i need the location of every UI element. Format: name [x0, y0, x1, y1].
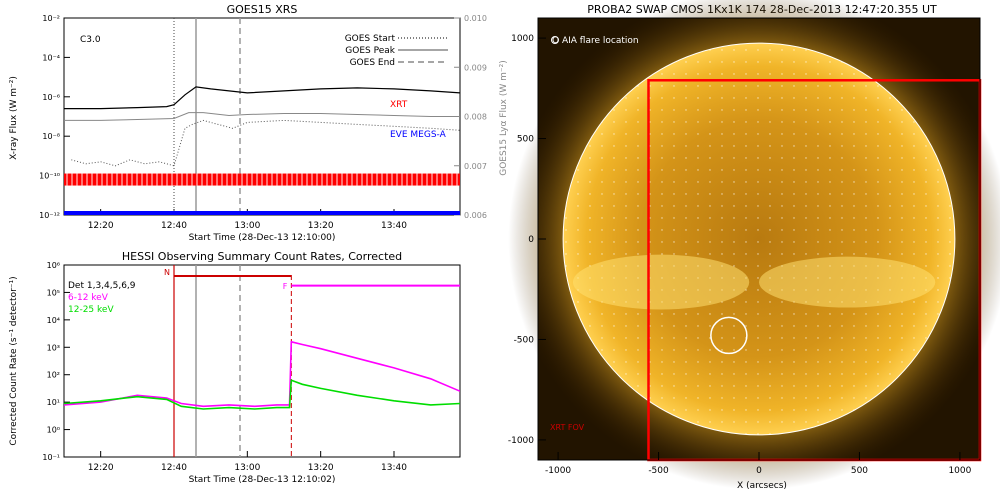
hessi-legend: Det 1,3,4,5,6,9 6-12 keV 12-25 keV	[68, 281, 136, 315]
swap-x-label: X (arcsecs)	[737, 481, 787, 491]
hessi-x-tick-label: 12:20	[88, 463, 114, 473]
hessi-title: HESSI Observing Summary Count Rates, Cor…	[122, 250, 402, 263]
hessi-y-tick-label: 10⁴	[47, 316, 60, 325]
xrt-fov-label: XRT FOV	[550, 423, 585, 432]
goes-y-right-label: GOES15 Lyα Flux (W m⁻²)	[499, 60, 509, 176]
eve-label: EVE MEGS-A	[390, 130, 447, 140]
hessi-series-line-1	[64, 340, 460, 408]
legend-12-25-kev: 12-25 keV	[68, 305, 114, 315]
swap-x-tick-label: 500	[851, 466, 868, 476]
hessi-x-tick-label: 13:00	[234, 463, 260, 473]
goes-right-y-tick-label: 0.009	[464, 63, 487, 72]
swap-plot-frame	[537, 17, 981, 461]
hessi-x-tick-label: 13:20	[308, 463, 334, 473]
hessi-x-axis: 12:20 12:40 13:00 13:20 13:40	[88, 451, 407, 473]
legend-goes-start: GOES Start	[345, 34, 396, 44]
aia-flare-circle	[710, 316, 748, 355]
hessi-event-lines	[173, 265, 292, 457]
hessi-y-tick-label: 10⁰	[47, 426, 60, 435]
goes-y-tick-label: 10⁻⁶	[42, 93, 60, 102]
hessi-y-tick-label: 10⁻¹	[42, 453, 60, 462]
swap-y-tick-label: -500	[514, 335, 535, 345]
goes-x-tick-label: 13:40	[381, 221, 407, 231]
active-region-belt-east	[759, 256, 936, 308]
hessi-y-tick-label: 10¹	[47, 398, 60, 407]
hessi-y-axis: 10⁻¹ 10⁰ 10¹ 10² 10³ 10⁴ 10⁵ 10⁶	[42, 261, 70, 462]
hessi-panel: HESSI Observing Summary Count Rates, Cor…	[9, 250, 461, 485]
legend-goes-end: GOES End	[350, 58, 395, 68]
goes-y-tick-label: 10⁻¹⁰	[39, 172, 60, 181]
legend-goes-peak: GOES Peak	[345, 46, 395, 56]
goes-legend: GOES Start GOES Peak GOES End	[345, 34, 448, 68]
xrt-label: XRT	[390, 100, 408, 110]
goes-y-tick-label: 10⁻⁴	[42, 53, 60, 62]
goes-right-y-tick-label: 0.007	[464, 162, 487, 171]
swap-y-tick-label: 500	[517, 135, 534, 145]
goes-x-label: Start Time (28-Dec-13 12:10:00)	[189, 233, 336, 243]
hessi-x-tick-label: 13:40	[381, 463, 407, 473]
eve-coverage-band	[64, 211, 460, 215]
goes-y-tick-label: 10⁻²	[42, 14, 60, 23]
solar-limb	[562, 42, 956, 436]
hessi-x-label: Start Time (28-Dec-13 12:10:02)	[189, 475, 336, 485]
swap-x-tick-label: -1000	[545, 466, 571, 476]
goes-x-tick-label: 13:00	[234, 221, 260, 231]
xrt-coverage-bar	[64, 173, 460, 186]
aia-flare-location-label: O AIA flare location	[552, 36, 639, 46]
goes-right-y-tick-label: 0.006	[464, 211, 487, 220]
goes-x-tick-label: 12:20	[88, 221, 114, 231]
swap-axes: -1000 -500 0 500 1000 -1000 -500 0 500 1000	[508, 34, 972, 476]
swap-y-tick-label: 1000	[511, 34, 534, 44]
goes-y-tick-label: 10⁻⁸	[42, 132, 60, 141]
hessi-flag-f: F	[283, 282, 288, 291]
goes-panel: GOES15 XRS 10⁻¹² 10⁻¹⁰ 10⁻⁸ 10⁻⁶ 10⁻⁴ 10⁻² 0.…	[9, 3, 509, 243]
hessi-y-label: Corrected Count Rate (s⁻¹ detector⁻¹)	[9, 276, 19, 445]
legend-detectors: Det 1,3,4,5,6,9	[68, 281, 136, 291]
eve-coverage-bar	[64, 211, 460, 215]
hessi-y-tick-label: 10³	[47, 343, 60, 352]
hessi-y-tick-label: 10⁵	[47, 288, 60, 297]
hessi-plot-frame	[63, 264, 461, 458]
goes-right-y-tick-label: 0.010	[464, 14, 487, 23]
goes-right-y-tick-label: 0.008	[464, 113, 487, 122]
heliographic-grid	[563, 43, 955, 435]
goes-series-line-1	[64, 86, 460, 110]
swap-x-tick-label: 1000	[948, 466, 971, 476]
legend-6-12-kev: 6-12 keV	[68, 293, 109, 303]
goes-class-label: C3.0	[80, 35, 101, 45]
hessi-y-tick-label: 10²	[47, 371, 60, 380]
hessi-y-tick-label: 10⁶	[47, 261, 60, 270]
hessi-flag-n: N	[164, 268, 170, 277]
swap-y-tick-label: -1000	[508, 436, 534, 446]
swap-x-tick-label: 0	[756, 466, 762, 476]
goes-series-line-2	[64, 112, 460, 121]
hessi-x-tick-label: 12:40	[161, 463, 187, 473]
goes-x-tick-label: 12:40	[161, 221, 187, 231]
hessi-series-line-2	[64, 379, 460, 410]
goes-y-axis: 10⁻¹² 10⁻¹⁰ 10⁻⁸ 10⁻⁶ 10⁻⁴ 10⁻²	[39, 14, 70, 220]
aia-legend-circle	[551, 36, 559, 44]
swap-solar-image	[508, 0, 1000, 490]
goes-x-tick-label: 13:20	[308, 221, 334, 231]
goes-series-line-3	[71, 119, 460, 167]
goes-y-label: X-ray Flux (W m⁻²)	[9, 76, 19, 160]
goes-series	[64, 86, 460, 167]
swap-y-tick-label: 0	[528, 235, 534, 245]
active-region-belt-west	[572, 254, 750, 310]
goes-title: GOES15 XRS	[227, 3, 298, 16]
hessi-series	[64, 284, 460, 410]
goes-y-tick-label: 10⁻¹²	[39, 211, 60, 220]
swap-x-tick-label: -500	[648, 466, 669, 476]
